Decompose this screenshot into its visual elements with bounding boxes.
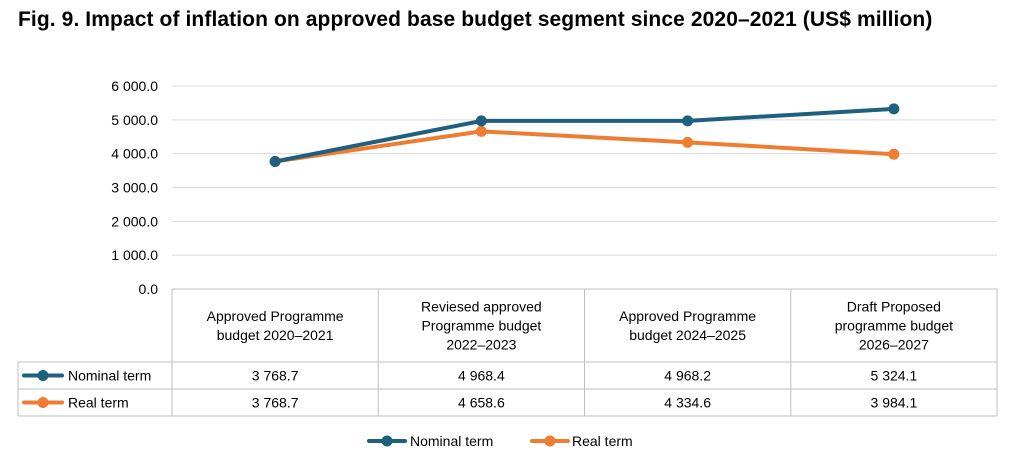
data-point bbox=[682, 115, 694, 127]
data-point bbox=[888, 103, 900, 115]
y-tick-label: 5 000.0 bbox=[111, 112, 158, 128]
category-label: Programme budget bbox=[421, 318, 541, 334]
legend-label: Real term bbox=[572, 433, 633, 449]
y-tick-label: 4 000.0 bbox=[111, 146, 158, 162]
category-label: Approved Programme bbox=[207, 308, 344, 324]
y-tick-label: 1 000.0 bbox=[111, 247, 158, 263]
category-label: budget 2020–2021 bbox=[217, 327, 334, 343]
series-lines bbox=[269, 103, 900, 167]
data-point bbox=[682, 136, 694, 148]
y-tick-label: 6 000.0 bbox=[111, 78, 158, 94]
legend-key-marker bbox=[544, 435, 556, 447]
category-label: budget 2024–2025 bbox=[629, 327, 746, 343]
data-point bbox=[888, 148, 900, 160]
data-cell: 3 768.7 bbox=[252, 395, 299, 411]
legend: Nominal term Real term bbox=[367, 433, 633, 449]
row-legend-key-marker bbox=[37, 397, 49, 408]
data-cell: 4 334.6 bbox=[664, 395, 711, 411]
row-legend-key-marker bbox=[37, 370, 49, 381]
series-line bbox=[273, 106, 896, 164]
data-cell: 4 968.4 bbox=[458, 368, 505, 384]
category-label: 2022–2023 bbox=[446, 337, 516, 353]
data-cell: 3 768.7 bbox=[252, 368, 299, 384]
row-series-name: Nominal term bbox=[68, 368, 151, 384]
series-line bbox=[273, 129, 896, 164]
y-tick-label: 0.0 bbox=[139, 281, 159, 297]
data-cell: 3 984.1 bbox=[871, 395, 918, 411]
data-cell: 4 968.2 bbox=[664, 368, 711, 384]
category-label: 2026–2027 bbox=[859, 337, 929, 353]
chart-title: Fig. 9. Impact of inflation on approved … bbox=[18, 8, 933, 31]
category-label: Approved Programme bbox=[619, 308, 756, 324]
row-series-name: Real term bbox=[68, 395, 129, 411]
y-tick-label: 2 000.0 bbox=[111, 213, 158, 229]
data-point bbox=[475, 115, 487, 127]
data-cell: 4 658.6 bbox=[458, 395, 505, 411]
y-axis-ticks: 0.0 1 000.0 2 000.0 3 000.0 4 000.0 5 000.0 6 … bbox=[111, 78, 158, 297]
data-point bbox=[475, 125, 487, 137]
category-label: programme budget bbox=[835, 318, 953, 334]
category-label: Reviesed approved bbox=[421, 299, 542, 315]
data-point bbox=[269, 155, 281, 167]
legend-label: Nominal term bbox=[410, 433, 493, 449]
data-cell: 5 324.1 bbox=[871, 368, 918, 384]
data-table: Approved Programme budget 2020–2021 Revies… bbox=[17, 288, 998, 417]
y-tick-label: 3 000.0 bbox=[111, 180, 158, 196]
category-label: Draft Proposed bbox=[847, 299, 941, 315]
legend-key-marker bbox=[381, 435, 393, 447]
